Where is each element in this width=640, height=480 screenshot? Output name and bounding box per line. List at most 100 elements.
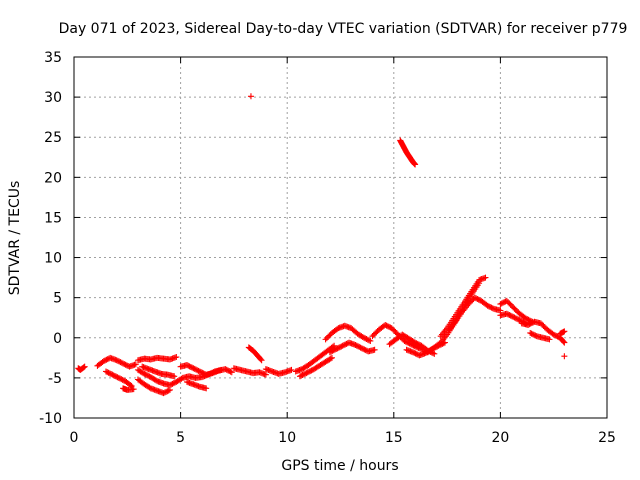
data-point [118, 359, 125, 366]
data-point [364, 336, 371, 343]
data-point [362, 347, 369, 354]
data-point [561, 339, 568, 346]
data-point [505, 299, 512, 306]
data-point [411, 349, 418, 356]
data-point [113, 373, 120, 380]
data-point [508, 303, 515, 310]
data-point [553, 332, 560, 339]
data-point [388, 325, 395, 332]
data-point [412, 339, 419, 346]
data-point [331, 346, 338, 353]
data-point [228, 369, 235, 376]
data-point [258, 357, 265, 364]
data-point [183, 362, 190, 369]
x-tick-label: 20 [491, 430, 509, 446]
data-point [185, 362, 192, 369]
data-point [485, 303, 492, 310]
data-point [410, 338, 417, 345]
data-point [123, 362, 130, 369]
data-point [541, 324, 548, 331]
data-point [227, 368, 234, 375]
data-point [358, 345, 365, 352]
data-point [506, 300, 513, 307]
data-point [497, 301, 504, 308]
data-point [503, 310, 510, 317]
plot-frame [73, 56, 608, 419]
data-point [300, 371, 307, 378]
data-point [328, 348, 335, 355]
data-point [104, 356, 111, 363]
data-point [384, 323, 391, 330]
data-point [499, 299, 506, 306]
data-point [361, 346, 368, 353]
data-point [305, 368, 312, 375]
data-point [510, 304, 517, 311]
data-point [357, 344, 364, 351]
data-point [360, 334, 367, 341]
data-point [482, 274, 489, 281]
data-point [506, 311, 513, 318]
data-point [371, 346, 378, 353]
data-point [467, 298, 474, 305]
data-point [340, 342, 347, 349]
data-point [130, 386, 137, 393]
data-point [100, 358, 107, 365]
data-point [362, 335, 369, 342]
data-point [338, 343, 345, 350]
data-point [132, 361, 139, 368]
data-point [528, 330, 535, 337]
data-point [190, 365, 197, 372]
data-point [354, 343, 361, 350]
data-point [117, 359, 124, 366]
data-point [412, 350, 419, 357]
data-point [172, 379, 179, 386]
data-point [511, 305, 518, 312]
data-point [178, 375, 185, 382]
data-point [510, 313, 517, 320]
data-point [104, 369, 111, 376]
data-point [171, 373, 178, 380]
data-point [223, 366, 230, 373]
data-point [386, 323, 393, 330]
data-points [75, 93, 568, 397]
data-point [326, 332, 333, 339]
data-point [367, 337, 374, 344]
x-axis-label: GPS time / hours [281, 458, 398, 474]
axis-ticks: 0 5 10 15 20 25 -10 -5 0 5 10 15 20 25 30 35 [39, 50, 616, 446]
y-tick-label: 10 [44, 251, 62, 267]
data-point [393, 330, 400, 337]
data-point [105, 369, 112, 376]
data-point [514, 308, 521, 315]
data-point [102, 368, 109, 375]
data-point [323, 335, 330, 342]
data-point [114, 374, 121, 381]
data-point [474, 295, 481, 302]
data-point [120, 360, 127, 367]
data-point [328, 354, 335, 361]
data-point [122, 361, 129, 368]
y-tick-label: 0 [53, 331, 62, 347]
data-point [502, 298, 509, 305]
data-point [488, 304, 495, 311]
data-point [370, 331, 377, 338]
data-point [508, 313, 515, 320]
data-point [304, 369, 311, 376]
data-point [539, 321, 546, 328]
data-point [117, 375, 124, 382]
data-point [330, 347, 337, 354]
y-axis-label: SDTVAR / TECUs [7, 181, 23, 296]
data-point [503, 297, 510, 304]
data-point [186, 363, 193, 370]
y-tick-label: 35 [44, 50, 62, 66]
data-point [525, 316, 532, 323]
data-point [551, 332, 558, 339]
data-point [195, 367, 202, 374]
data-point [466, 299, 473, 306]
data-point [322, 336, 329, 343]
data-point [554, 333, 561, 340]
data-point [540, 322, 547, 329]
data-point [102, 357, 109, 364]
x-tick-label: 25 [598, 430, 616, 446]
data-point [560, 338, 567, 345]
